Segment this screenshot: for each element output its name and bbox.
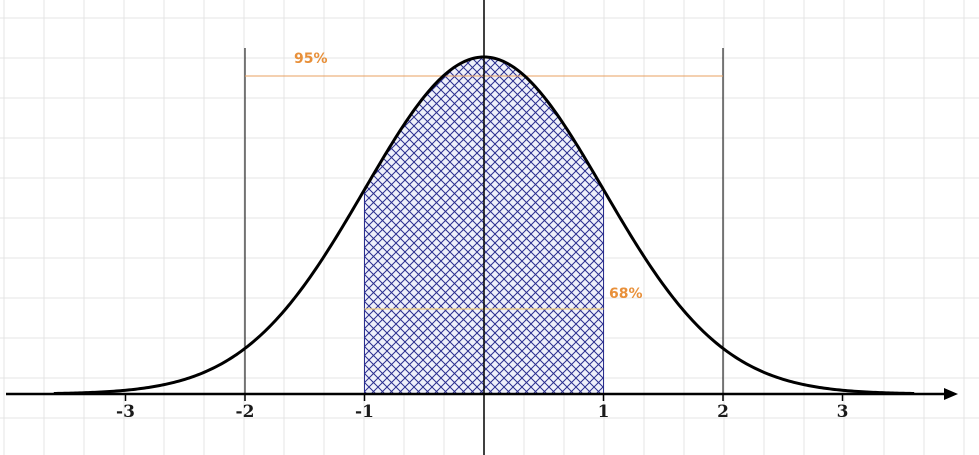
- tick-label: -3: [116, 402, 135, 422]
- annotation-label-68: 68%: [609, 286, 643, 302]
- tick-label: -2: [236, 402, 255, 422]
- tick-label: 1: [598, 402, 610, 422]
- x-axis-arrow: [944, 388, 958, 400]
- tick-label: 3: [837, 402, 849, 422]
- tick-label: -1: [355, 402, 374, 422]
- tick-label: 2: [717, 402, 729, 422]
- interval-boundary-lines: [244, 48, 724, 394]
- x-axis-ticks: -3 -2 -1 1 2 3: [116, 394, 848, 422]
- annotation-label-95: 95%: [294, 51, 328, 67]
